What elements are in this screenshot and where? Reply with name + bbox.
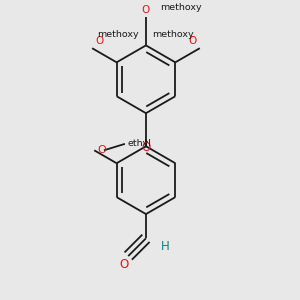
- Text: methoxy: methoxy: [160, 3, 201, 12]
- Text: H: H: [160, 240, 169, 253]
- Text: O: O: [142, 5, 150, 15]
- Text: O: O: [98, 145, 106, 155]
- Text: O: O: [95, 36, 104, 46]
- Text: O: O: [119, 258, 129, 271]
- Text: O: O: [188, 36, 196, 46]
- Text: ethyl: ethyl: [127, 140, 151, 148]
- Text: methoxy: methoxy: [97, 30, 139, 39]
- Text: methoxy: methoxy: [152, 30, 194, 39]
- Text: O: O: [141, 141, 151, 154]
